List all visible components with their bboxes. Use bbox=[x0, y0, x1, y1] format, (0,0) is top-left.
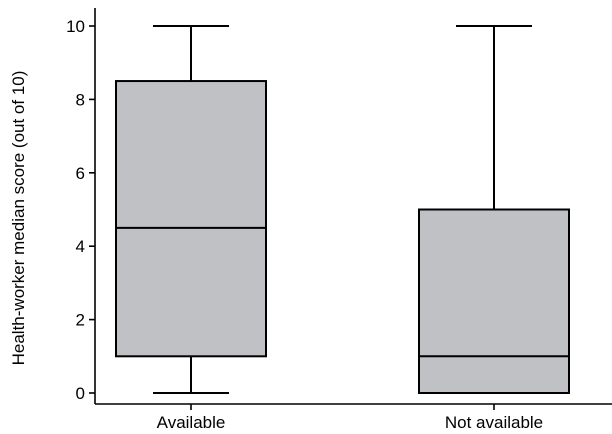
y-tick-label: 6 bbox=[76, 164, 85, 183]
y-tick-label: 10 bbox=[66, 17, 85, 36]
y-axis-title: Health-worker median score (out of 10) bbox=[9, 71, 28, 366]
y-tick-label: 4 bbox=[76, 237, 85, 256]
x-category-label: Available bbox=[157, 413, 226, 432]
x-category-label: Not available bbox=[445, 413, 543, 432]
y-tick-label: 0 bbox=[76, 384, 85, 403]
y-tick-label: 2 bbox=[76, 311, 85, 330]
plot-area: 0 2 4 6 8 10 Available Not available bbox=[66, 8, 612, 432]
iqr-box bbox=[115, 80, 267, 358]
iqr-box bbox=[418, 208, 570, 394]
y-tick-label: 8 bbox=[76, 90, 85, 109]
